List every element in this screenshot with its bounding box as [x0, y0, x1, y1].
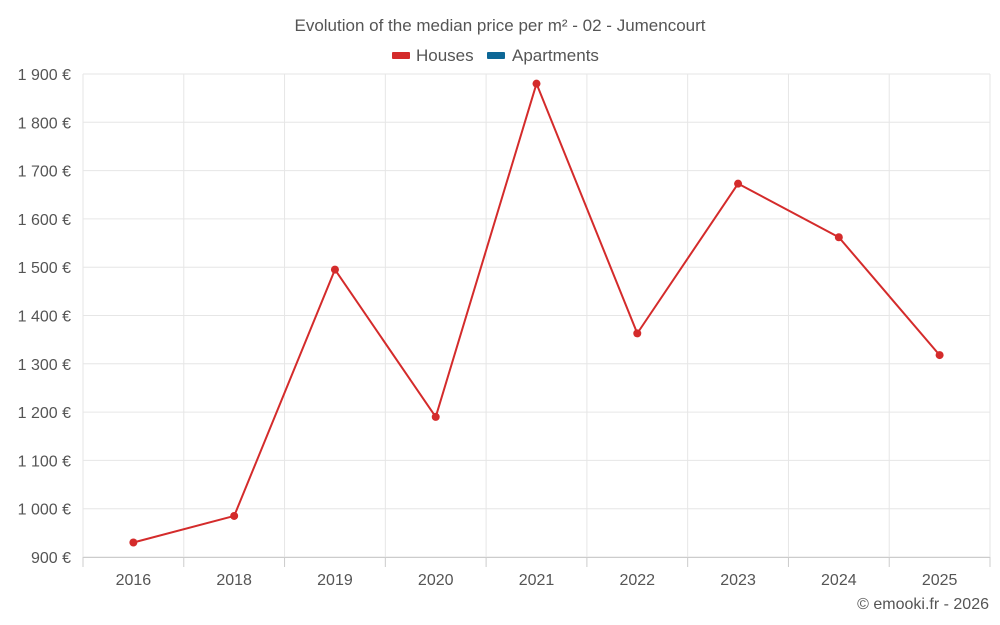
x-tick-label: 2016: [116, 572, 152, 589]
legend-item-houses[interactable]: Houses: [392, 46, 474, 65]
legend-label-houses: Houses: [416, 46, 474, 65]
y-tick-label: 1 500 €: [18, 260, 71, 277]
data-point-houses[interactable]: [431, 412, 440, 421]
x-tick-label: 2022: [619, 572, 655, 589]
y-tick-label: 1 400 €: [18, 309, 71, 326]
series-line-houses: [132, 82, 941, 544]
x-tick-label: 2018: [216, 572, 252, 589]
data-point-houses[interactable]: [532, 79, 541, 88]
y-tick-label: 1 800 €: [18, 115, 71, 132]
y-gridlines: [83, 73, 990, 558]
x-tick-label: 2025: [922, 572, 958, 589]
legend-label-apartments: Apartments: [512, 46, 599, 65]
chart-title: Evolution of the median price per m² - 0…: [294, 16, 705, 35]
series-layer: [129, 79, 944, 547]
legend-item-apartments[interactable]: Apartments: [487, 46, 599, 65]
y-tick-label: 1 700 €: [18, 164, 71, 181]
data-point-houses[interactable]: [230, 511, 239, 520]
x-tick-label: 2019: [317, 572, 353, 589]
legend-swatch-apartments: [487, 52, 505, 59]
data-point-houses[interactable]: [129, 538, 138, 547]
data-point-houses[interactable]: [734, 179, 743, 188]
data-point-houses[interactable]: [633, 329, 642, 338]
data-point-houses[interactable]: [330, 265, 339, 274]
x-tick-label: 2024: [821, 572, 857, 589]
y-tick-label: 1 600 €: [18, 212, 71, 229]
data-point-houses[interactable]: [834, 233, 843, 242]
legend-swatch-houses: [392, 52, 410, 59]
x-tick-label: 2021: [519, 572, 555, 589]
x-axis-ticks: 2016 2018 2019 2020 2021 2022 2023 2024 2025: [82, 557, 991, 589]
y-tick-label: 900 €: [31, 550, 71, 567]
credit-text[interactable]: © emooki.fr - 2026: [857, 596, 989, 613]
x-tick-label: 2020: [418, 572, 454, 589]
y-tick-label: 1 000 €: [18, 502, 71, 519]
x-tick-label: 2023: [720, 572, 756, 589]
y-axis-ticks: 900 € 1 000 € 1 100 € 1 200 € 1 300 € 1 400 €…: [18, 67, 71, 567]
y-tick-label: 1 100 €: [18, 453, 71, 470]
data-point-houses[interactable]: [935, 351, 944, 360]
y-tick-label: 1 300 €: [18, 357, 71, 374]
y-tick-label: 1 200 €: [18, 405, 71, 422]
y-tick-label: 1 900 €: [18, 67, 71, 84]
legend: Houses Apartments: [392, 46, 599, 65]
